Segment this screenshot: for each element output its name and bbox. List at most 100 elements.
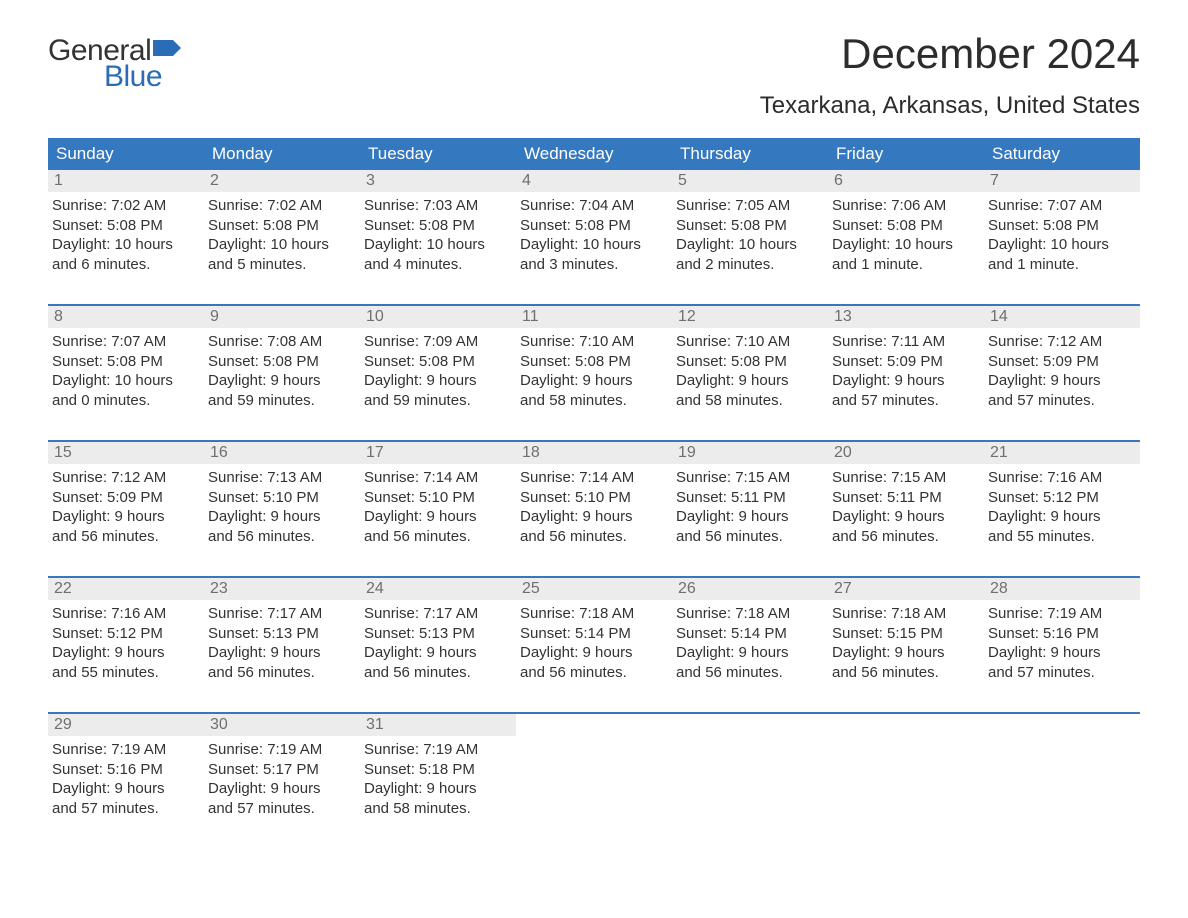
daylight-line-1: Daylight: 9 hours — [832, 507, 978, 527]
day-number: 3 — [360, 170, 516, 192]
calendar: SundayMondayTuesdayWednesdayThursdayFrid… — [48, 138, 1140, 832]
sunset-line: Sunset: 5:15 PM — [832, 624, 978, 644]
daylight-line-2: and 3 minutes. — [520, 255, 666, 275]
daylight-line-1: Daylight: 9 hours — [676, 371, 822, 391]
logo: General Blue — [48, 30, 183, 94]
sunrise-line: Sunrise: 7:14 AM — [520, 468, 666, 488]
sunrise-line: Sunrise: 7:14 AM — [364, 468, 510, 488]
daylight-line-2: and 57 minutes. — [988, 391, 1134, 411]
day-header: Sunday — [48, 138, 204, 170]
daylight-line-1: Daylight: 9 hours — [988, 371, 1134, 391]
sunset-line: Sunset: 5:08 PM — [520, 352, 666, 372]
day-body: Sunrise: 7:19 AMSunset: 5:18 PMDaylight:… — [360, 736, 516, 822]
daylight-line-2: and 0 minutes. — [52, 391, 198, 411]
sunset-line: Sunset: 5:08 PM — [208, 216, 354, 236]
day-body: Sunrise: 7:15 AMSunset: 5:11 PMDaylight:… — [828, 464, 984, 550]
sunrise-line: Sunrise: 7:17 AM — [364, 604, 510, 624]
day-cell: 12Sunrise: 7:10 AMSunset: 5:08 PMDayligh… — [672, 306, 828, 424]
day-cell: 24Sunrise: 7:17 AMSunset: 5:13 PMDayligh… — [360, 578, 516, 696]
daylight-line-2: and 57 minutes. — [52, 799, 198, 819]
day-body: Sunrise: 7:08 AMSunset: 5:08 PMDaylight:… — [204, 328, 360, 414]
daylight-line-1: Daylight: 9 hours — [832, 371, 978, 391]
day-cell: 14Sunrise: 7:12 AMSunset: 5:09 PMDayligh… — [984, 306, 1140, 424]
daylight-line-2: and 55 minutes. — [988, 527, 1134, 547]
sunset-line: Sunset: 5:16 PM — [988, 624, 1134, 644]
day-number: 17 — [360, 442, 516, 464]
daylight-line-1: Daylight: 9 hours — [208, 779, 354, 799]
day-number: 21 — [984, 442, 1140, 464]
sunset-line: Sunset: 5:13 PM — [364, 624, 510, 644]
day-body: Sunrise: 7:18 AMSunset: 5:14 PMDaylight:… — [516, 600, 672, 686]
sunset-line: Sunset: 5:11 PM — [832, 488, 978, 508]
daylight-line-1: Daylight: 9 hours — [208, 507, 354, 527]
day-cell: 10Sunrise: 7:09 AMSunset: 5:08 PMDayligh… — [360, 306, 516, 424]
sunset-line: Sunset: 5:17 PM — [208, 760, 354, 780]
sunrise-line: Sunrise: 7:18 AM — [832, 604, 978, 624]
sunset-line: Sunset: 5:12 PM — [988, 488, 1134, 508]
sunrise-line: Sunrise: 7:16 AM — [988, 468, 1134, 488]
daylight-line-1: Daylight: 10 hours — [676, 235, 822, 255]
daylight-line-1: Daylight: 9 hours — [520, 507, 666, 527]
day-body: Sunrise: 7:12 AMSunset: 5:09 PMDaylight:… — [984, 328, 1140, 414]
day-cell: 26Sunrise: 7:18 AMSunset: 5:14 PMDayligh… — [672, 578, 828, 696]
day-cell: 2Sunrise: 7:02 AMSunset: 5:08 PMDaylight… — [204, 170, 360, 288]
day-cell: 16Sunrise: 7:13 AMSunset: 5:10 PMDayligh… — [204, 442, 360, 560]
sunrise-line: Sunrise: 7:10 AM — [676, 332, 822, 352]
day-number: 7 — [984, 170, 1140, 192]
sunrise-line: Sunrise: 7:11 AM — [832, 332, 978, 352]
daylight-line-2: and 1 minute. — [988, 255, 1134, 275]
sunrise-line: Sunrise: 7:09 AM — [364, 332, 510, 352]
sunset-line: Sunset: 5:10 PM — [520, 488, 666, 508]
day-cell: 6Sunrise: 7:06 AMSunset: 5:08 PMDaylight… — [828, 170, 984, 288]
daylight-line-2: and 56 minutes. — [832, 663, 978, 683]
daylight-line-2: and 6 minutes. — [52, 255, 198, 275]
daylight-line-2: and 2 minutes. — [676, 255, 822, 275]
day-header: Tuesday — [360, 138, 516, 170]
daylight-line-2: and 58 minutes. — [520, 391, 666, 411]
day-number: 6 — [828, 170, 984, 192]
sunrise-line: Sunrise: 7:16 AM — [52, 604, 198, 624]
daylight-line-1: Daylight: 9 hours — [364, 779, 510, 799]
day-cell: 9Sunrise: 7:08 AMSunset: 5:08 PMDaylight… — [204, 306, 360, 424]
sunset-line: Sunset: 5:09 PM — [52, 488, 198, 508]
sunrise-line: Sunrise: 7:06 AM — [832, 196, 978, 216]
sunrise-line: Sunrise: 7:12 AM — [988, 332, 1134, 352]
day-body: Sunrise: 7:05 AMSunset: 5:08 PMDaylight:… — [672, 192, 828, 278]
day-number: 11 — [516, 306, 672, 328]
daylight-line-2: and 58 minutes. — [676, 391, 822, 411]
daylight-line-1: Daylight: 10 hours — [832, 235, 978, 255]
sunrise-line: Sunrise: 7:19 AM — [364, 740, 510, 760]
daylight-line-2: and 1 minute. — [832, 255, 978, 275]
day-number: 23 — [204, 578, 360, 600]
day-number: 20 — [828, 442, 984, 464]
day-body: Sunrise: 7:19 AMSunset: 5:16 PMDaylight:… — [48, 736, 204, 822]
day-cell: 8Sunrise: 7:07 AMSunset: 5:08 PMDaylight… — [48, 306, 204, 424]
sunset-line: Sunset: 5:11 PM — [676, 488, 822, 508]
sunrise-line: Sunrise: 7:18 AM — [676, 604, 822, 624]
day-cell: 1Sunrise: 7:02 AMSunset: 5:08 PMDaylight… — [48, 170, 204, 288]
day-cell: 19Sunrise: 7:15 AMSunset: 5:11 PMDayligh… — [672, 442, 828, 560]
day-body: Sunrise: 7:14 AMSunset: 5:10 PMDaylight:… — [360, 464, 516, 550]
day-cell: 20Sunrise: 7:15 AMSunset: 5:11 PMDayligh… — [828, 442, 984, 560]
day-number: 26 — [672, 578, 828, 600]
day-body: Sunrise: 7:16 AMSunset: 5:12 PMDaylight:… — [984, 464, 1140, 550]
day-number: 4 — [516, 170, 672, 192]
sunset-line: Sunset: 5:08 PM — [988, 216, 1134, 236]
daylight-line-1: Daylight: 9 hours — [988, 507, 1134, 527]
day-body: Sunrise: 7:15 AMSunset: 5:11 PMDaylight:… — [672, 464, 828, 550]
daylight-line-1: Daylight: 10 hours — [520, 235, 666, 255]
title-block: December 2024 Texarkana, Arkansas, Unite… — [760, 30, 1140, 120]
daylight-line-1: Daylight: 10 hours — [52, 371, 198, 391]
sunset-line: Sunset: 5:18 PM — [364, 760, 510, 780]
day-number: 31 — [360, 714, 516, 736]
day-body: Sunrise: 7:14 AMSunset: 5:10 PMDaylight:… — [516, 464, 672, 550]
day-cell: 3Sunrise: 7:03 AMSunset: 5:08 PMDaylight… — [360, 170, 516, 288]
daylight-line-1: Daylight: 9 hours — [52, 779, 198, 799]
day-body: Sunrise: 7:12 AMSunset: 5:09 PMDaylight:… — [48, 464, 204, 550]
daylight-line-2: and 56 minutes. — [676, 527, 822, 547]
sunrise-line: Sunrise: 7:02 AM — [52, 196, 198, 216]
day-body: Sunrise: 7:09 AMSunset: 5:08 PMDaylight:… — [360, 328, 516, 414]
daylight-line-2: and 59 minutes. — [364, 391, 510, 411]
daylight-line-1: Daylight: 9 hours — [520, 371, 666, 391]
day-number: 28 — [984, 578, 1140, 600]
